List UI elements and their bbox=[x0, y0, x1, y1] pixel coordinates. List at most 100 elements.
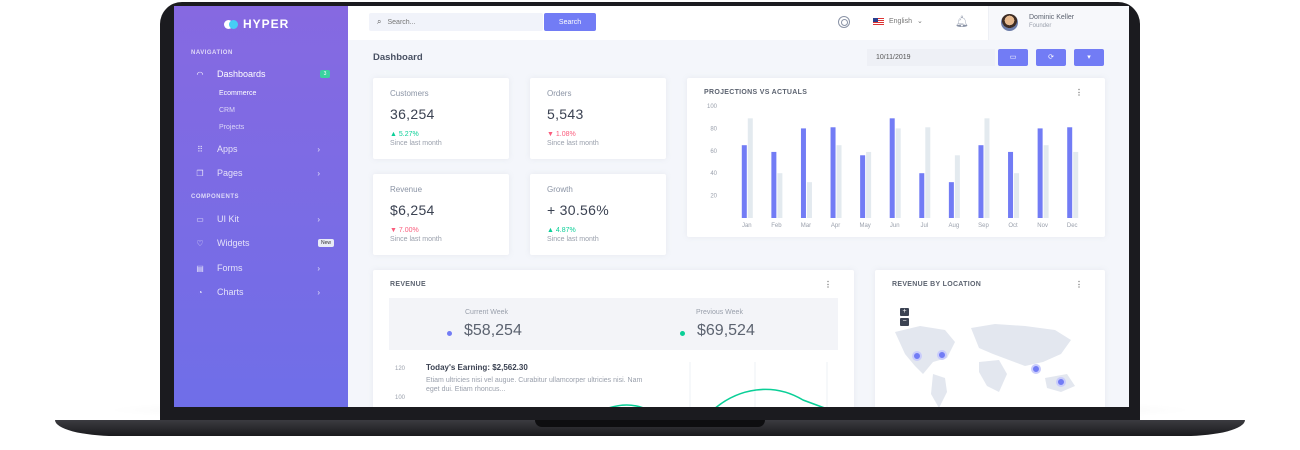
more-options-icon[interactable]: ⋮ bbox=[1075, 280, 1083, 289]
chevron-right-icon: › bbox=[317, 263, 320, 273]
y-axis-tick-label: 80 bbox=[710, 126, 717, 132]
sidebar-item-label: Charts bbox=[217, 287, 244, 297]
refresh-button[interactable]: ⟳ bbox=[1036, 49, 1066, 66]
card-title: REVENUE BY LOCATION bbox=[892, 281, 982, 288]
more-options-icon[interactable]: ⋮ bbox=[1075, 88, 1083, 97]
arrow-down-icon: ▼ bbox=[390, 227, 399, 234]
x-axis-tick-label: Jun bbox=[890, 223, 900, 229]
page-title: Dashboard bbox=[373, 52, 423, 63]
card-title: REVENUE bbox=[390, 281, 426, 288]
user-menu[interactable]: Dominic Keller Founder bbox=[988, 6, 1129, 40]
pie-chart-icon: ◔ bbox=[197, 287, 203, 297]
chevron-right-icon: › bbox=[317, 144, 320, 154]
card-title: PROJECTIONS VS ACTUALS bbox=[704, 89, 808, 96]
gear-icon[interactable] bbox=[838, 16, 850, 28]
revenue-line bbox=[715, 388, 825, 407]
stat-card-growth: Growth + 30.56% ▲ 4.87% Since last month bbox=[530, 174, 666, 255]
sidebar-item-pages[interactable]: ❐ Pages › bbox=[194, 166, 334, 180]
stat-value: 5,543 bbox=[547, 106, 584, 122]
bar-series-1 bbox=[830, 127, 836, 218]
more-options-icon[interactable]: ⋮ bbox=[824, 280, 832, 289]
stat-change: ▼ 7.00% bbox=[390, 227, 419, 234]
bell-icon[interactable]: 🔔︎ bbox=[955, 16, 969, 28]
sidebar-item-dashboards[interactable]: ◠ Dashboards 3 bbox=[194, 67, 334, 81]
sidebar-subitem-projects[interactable]: Projects bbox=[219, 124, 245, 131]
calendar-icon: ▭ bbox=[1009, 54, 1017, 61]
current-week-value: $58,254 bbox=[464, 322, 522, 339]
sidebar-item-apps[interactable]: ⠿ Apps › bbox=[194, 142, 334, 156]
previous-week-label: Previous Week bbox=[696, 309, 743, 316]
sidebar-item-label: Widgets bbox=[217, 238, 250, 248]
map-marker bbox=[1031, 364, 1041, 374]
bar-series-1 bbox=[860, 155, 866, 218]
map-eurasia bbox=[971, 324, 1071, 366]
x-axis-tick-label: May bbox=[859, 223, 870, 229]
chevron-down-icon: ⌄ bbox=[916, 18, 923, 25]
y-axis-tick-label: 20 bbox=[710, 194, 717, 200]
stat-card-revenue: Revenue $6,254 ▼ 7.00% Since last month bbox=[373, 174, 509, 255]
search-box: ⌕ bbox=[369, 13, 543, 31]
sidebar-item-forms[interactable]: ▤ Forms › bbox=[194, 261, 334, 275]
date-input[interactable] bbox=[867, 49, 995, 66]
map-north-america bbox=[895, 326, 955, 374]
calendar-button[interactable]: ▭ bbox=[998, 49, 1028, 66]
y-axis-tick: 120 bbox=[395, 366, 406, 372]
search-button[interactable]: Search bbox=[544, 13, 596, 31]
laptop-base bbox=[55, 420, 1245, 436]
bar-series-1 bbox=[889, 118, 895, 218]
bar-series-2 bbox=[1043, 145, 1049, 218]
speedometer-icon: ◠ bbox=[196, 69, 204, 79]
stat-change: ▲ 5.27% bbox=[390, 131, 419, 138]
dashboards-count-badge: 3 bbox=[320, 70, 330, 78]
map-marker bbox=[1056, 377, 1066, 387]
zoom-in-button[interactable]: + bbox=[900, 308, 909, 316]
language-dropdown[interactable]: English ⌄ bbox=[873, 17, 923, 25]
location-card: REVENUE BY LOCATION ⋮ + − bbox=[875, 270, 1105, 407]
arrow-up-icon: ▲ bbox=[547, 227, 556, 234]
current-week-label: Current Week bbox=[465, 309, 509, 316]
x-axis-tick-label: Sep bbox=[978, 223, 989, 229]
bar-series-1 bbox=[771, 151, 777, 218]
earning-title: Today's Earning: $2,562.30 bbox=[426, 363, 528, 372]
sidebar-item-charts[interactable]: ◔ Charts › bbox=[194, 285, 334, 299]
x-axis-tick-label: Aug bbox=[949, 223, 960, 229]
sidebar-subitem-ecommerce[interactable]: Ecommerce bbox=[219, 90, 257, 97]
world-map bbox=[895, 324, 1075, 407]
document-icon: ▤ bbox=[196, 263, 204, 273]
brand[interactable]: HYPER bbox=[224, 17, 289, 31]
copy-icon: ❐ bbox=[196, 168, 204, 178]
sidebar-item-uikit[interactable]: ▭ UI Kit › bbox=[194, 212, 334, 226]
avatar bbox=[1001, 14, 1018, 31]
sidebar-item-label: Apps bbox=[217, 144, 238, 154]
search-icon: ⌕ bbox=[377, 17, 382, 26]
laptop-notch bbox=[535, 420, 765, 427]
brand-name: HYPER bbox=[243, 17, 290, 31]
search-input[interactable] bbox=[387, 18, 508, 26]
week-summary: Current Week $58,254 Previous Week $69,5… bbox=[389, 298, 838, 350]
laptop-screen: HYPER NAVIGATION ◠ Dashboards 3 Ecommerc… bbox=[174, 6, 1129, 407]
stat-label: Growth bbox=[547, 185, 573, 194]
zoom-out-button[interactable]: − bbox=[900, 318, 909, 326]
filter-button[interactable]: ▾ bbox=[1074, 49, 1104, 66]
us-flag-icon bbox=[873, 17, 884, 25]
bar-series-1 bbox=[1067, 127, 1073, 218]
map-marker bbox=[912, 351, 922, 361]
sidebar-item-label: Dashboards bbox=[217, 69, 266, 79]
map-marker bbox=[937, 350, 947, 360]
x-axis-tick-label: Nov bbox=[1037, 223, 1048, 229]
bar-series-2 bbox=[1073, 151, 1079, 218]
sidebar-subitem-crm[interactable]: CRM bbox=[219, 107, 235, 114]
bar-series-1 bbox=[919, 173, 925, 218]
gift-icon: ♡ bbox=[196, 238, 204, 248]
bar-series-1 bbox=[1008, 151, 1014, 218]
stat-since: Since last month bbox=[547, 236, 599, 243]
filter-icon: ▾ bbox=[1087, 54, 1091, 61]
sidebar: HYPER NAVIGATION ◠ Dashboards 3 Ecommerc… bbox=[174, 6, 348, 407]
x-axis-tick-label: Dec bbox=[1067, 223, 1078, 229]
revenue-line-chart bbox=[609, 362, 828, 407]
projections-card: PROJECTIONS VS ACTUALS ⋮ 100 80 60 40 20 Jan F… bbox=[687, 78, 1105, 237]
revenue-line bbox=[609, 404, 643, 407]
sidebar-item-widgets[interactable]: ♡ Widgets New bbox=[194, 236, 334, 250]
y-axis-tick-label: 60 bbox=[710, 149, 717, 155]
